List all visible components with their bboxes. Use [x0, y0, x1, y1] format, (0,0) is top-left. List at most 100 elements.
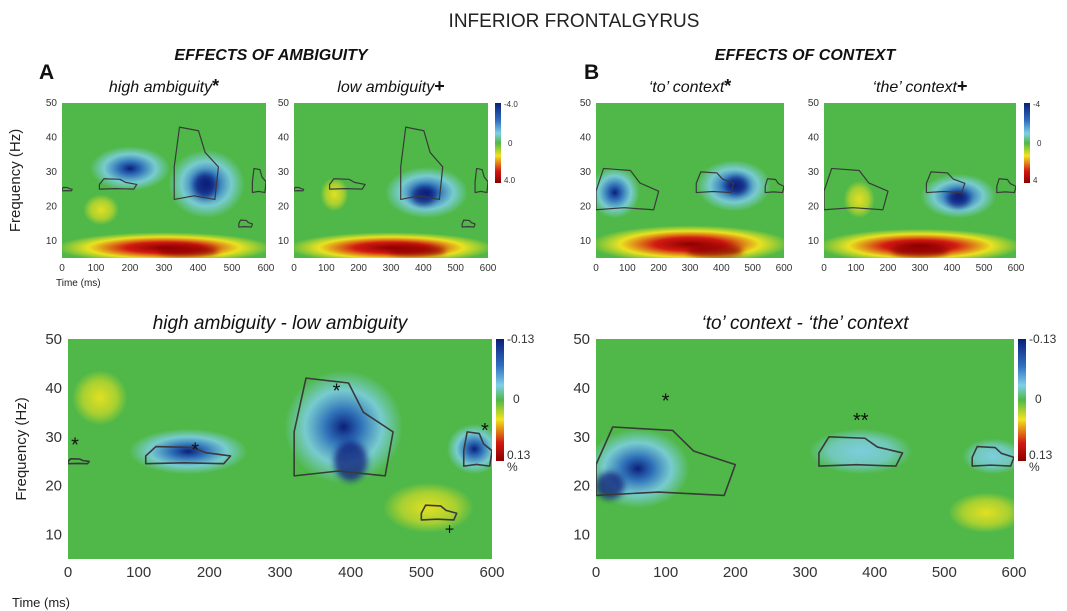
colorbar — [1018, 339, 1026, 461]
colorbar-zero-label: 0 — [1035, 392, 1042, 406]
colorbar-max-label: 0.13 — [1029, 448, 1053, 462]
y-tick-label: 40 — [573, 380, 590, 397]
heatmap-area — [596, 160, 784, 258]
significance-contour — [238, 219, 253, 228]
panel-title: high ambiguity - low ambiguity — [153, 313, 409, 334]
significance-contour — [251, 167, 266, 194]
x-tick-label: 100 — [653, 564, 678, 581]
heatmap-blob-power-decrease — [284, 370, 404, 484]
x-tick-label: 200 — [122, 263, 139, 274]
y-tick-label: 30 — [46, 167, 58, 178]
heatmap-peak — [596, 471, 625, 500]
heatmap-blob-power-increase — [824, 228, 1016, 258]
heatmap-blob-power-increase-weak — [383, 482, 474, 533]
panel-low_ambiguity: low ambiguity+0 100 200 300 400 500 6001020304… — [278, 76, 518, 274]
y-tick-label: 50 — [45, 331, 62, 348]
panel-title: ‘to’ context - ‘the’ context — [701, 313, 909, 334]
colorbar-unit: % — [1029, 460, 1040, 474]
colorbar — [496, 339, 504, 461]
y-axis-label: Frequency (Hz) — [7, 129, 24, 232]
x-tick-label: 300 — [792, 564, 817, 581]
panel-title-marker: + — [957, 76, 968, 96]
x-tick-label: 0 — [593, 263, 599, 274]
x-tick-label: 0 — [821, 263, 827, 274]
colorbar — [495, 103, 501, 183]
y-tick-label: 40 — [278, 132, 290, 143]
heatmap-peak — [334, 441, 368, 482]
x-tick-label: 300 — [682, 263, 699, 274]
y-tick-label: 20 — [278, 201, 290, 212]
heatmap-blob-power-increase — [294, 232, 488, 258]
heatmap-blob-power-increase-weak — [320, 177, 349, 212]
panel-title: high ambiguity* — [109, 76, 219, 96]
panel-high_ambiguity: high ambiguity* 0 100 200 300 400 500 600 10 20 30… — [7, 76, 275, 289]
x-tick-label: 600 — [479, 564, 504, 581]
x-tick-label: 500 — [409, 564, 434, 581]
significance-contour — [474, 167, 488, 194]
significance-contour — [596, 426, 737, 497]
significance-marker: * — [662, 390, 670, 412]
panel-title: low ambiguity+ — [337, 76, 444, 96]
y-tick-label: 40 — [808, 132, 820, 143]
heatmap-blob-power-increase-weak — [83, 194, 119, 226]
heatmap-area — [824, 167, 1016, 258]
figure-title: INFERIOR FRONTALGYRUS — [449, 11, 700, 32]
heatmap-peak — [687, 244, 744, 258]
significance-contour — [328, 178, 366, 190]
y-tick-label: 30 — [573, 429, 590, 446]
colorbar-max-label: 4.0 — [504, 176, 516, 185]
significance-contour — [173, 126, 219, 201]
significance-contour — [420, 504, 458, 521]
heatmap-peak — [157, 245, 219, 257]
heatmap-area — [62, 126, 266, 258]
y-tick-label: 20 — [46, 201, 58, 212]
colorbar-zero-label: 0 — [513, 392, 520, 406]
x-tick-label: 500 — [744, 263, 761, 274]
panel-title: ‘to’ context* — [649, 76, 732, 96]
x-tick-label: 200 — [650, 263, 667, 274]
heatmap-blob-power-decrease — [596, 166, 640, 219]
heatmap-blob-power-decrease-weak — [962, 438, 1014, 475]
x-tick-label: 100 — [619, 263, 636, 274]
x-tick-label: 200 — [197, 564, 222, 581]
significance-contour — [971, 445, 1014, 467]
y-tick-label: 20 — [45, 478, 62, 495]
significance-contour — [695, 171, 735, 194]
x-tick-label: 300 — [912, 263, 929, 274]
significance-marker: + — [445, 522, 454, 539]
significance-contour — [62, 186, 73, 192]
x-tick-label: 400 — [944, 263, 961, 274]
y-tick-label: 20 — [573, 478, 590, 495]
y-axis-label: Frequency (Hz) — [13, 397, 30, 500]
colorbar-min-label: -4 — [1033, 100, 1041, 109]
y-tick-label: 30 — [278, 167, 290, 178]
y-tick-label: 10 — [278, 236, 290, 247]
panel-to_context: ‘to’ context* 0 100 200 300 400 500 600 10 20 30 40… — [580, 76, 793, 274]
colorbar-max-label: 0.13 — [507, 448, 531, 462]
x-tick-label: 100 — [318, 263, 335, 274]
section-a-letter: A — [39, 61, 54, 84]
x-tick-label: 200 — [350, 263, 367, 274]
y-tick-label: 20 — [808, 201, 820, 212]
x-tick-label: 100 — [88, 263, 105, 274]
x-tick-label: 400 — [415, 263, 432, 274]
y-tick-label: 30 — [580, 167, 592, 178]
panel-title: ‘the’ context+ — [872, 76, 967, 96]
significance-marker: ** — [853, 410, 869, 432]
x-tick-label: 400 — [862, 564, 887, 581]
significance-contour — [996, 178, 1016, 194]
colorbar-zero-label: 0 — [508, 139, 513, 148]
x-tick-label: 400 — [713, 263, 730, 274]
x-tick-label: 600 — [1008, 263, 1025, 274]
significance-contour — [824, 167, 889, 211]
significance-contour — [144, 445, 232, 465]
panel-title-marker: * — [212, 76, 219, 96]
heatmap-blob-power-increase-weak — [843, 180, 875, 219]
heatmap-blob-power-increase-weak — [72, 370, 128, 426]
y-tick-label: 40 — [580, 132, 592, 143]
x-tick-label: 200 — [880, 263, 897, 274]
colorbar-min-label: -4.0 — [504, 100, 518, 109]
y-tick-label: 10 — [580, 236, 592, 247]
